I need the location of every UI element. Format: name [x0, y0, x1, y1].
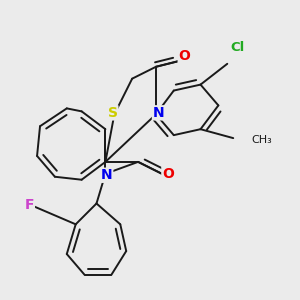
Text: Cl: Cl [231, 41, 245, 54]
Text: F: F [25, 198, 34, 212]
Text: N: N [101, 168, 113, 182]
Text: CH₃: CH₃ [251, 135, 272, 145]
Text: S: S [108, 106, 118, 120]
Text: O: O [178, 50, 190, 63]
Text: O: O [162, 167, 174, 181]
Text: N: N [152, 106, 164, 120]
